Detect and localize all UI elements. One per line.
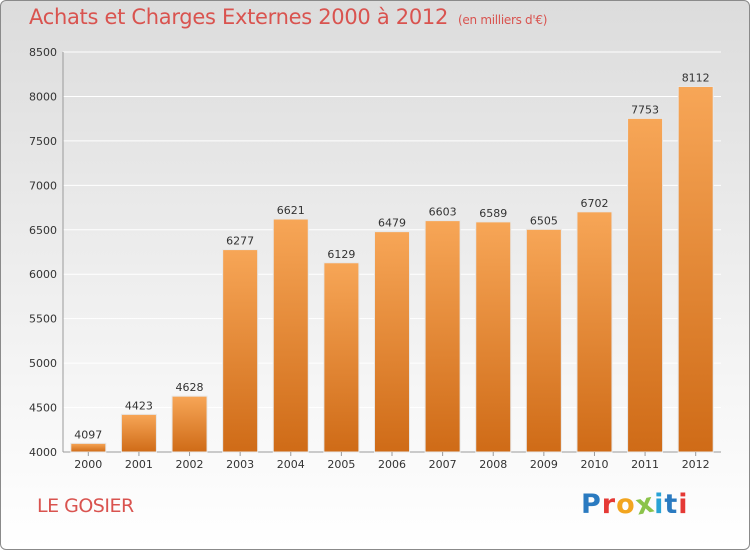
bar-value-label: 6702 xyxy=(580,197,608,210)
y-tick-label: 7500 xyxy=(29,135,57,148)
x-tick-label: 2008 xyxy=(479,458,507,471)
y-tick-label: 8500 xyxy=(29,46,57,59)
bar-value-label: 6129 xyxy=(327,248,355,261)
bar-2012 xyxy=(677,85,714,453)
bar-value-label: 6277 xyxy=(226,235,254,248)
y-tick-label: 4000 xyxy=(29,446,57,459)
x-tick-label: 2002 xyxy=(176,458,204,471)
bar-value-label: 6479 xyxy=(378,217,406,230)
bar-2007 xyxy=(424,220,461,453)
y-tick-label: 4500 xyxy=(29,402,57,415)
proxiti-logo: Proxiti xyxy=(581,487,689,521)
bars: 4097 4423 4628 6277 6621 6129 6479 6603 6589 6505… xyxy=(70,71,714,453)
bar-value-label: 6603 xyxy=(429,206,457,219)
logo-letter: i xyxy=(654,489,665,520)
x-tick-label: 2004 xyxy=(277,458,305,471)
bar-value-label: 4628 xyxy=(176,381,204,394)
x-tick-label: 2012 xyxy=(682,458,710,471)
location-label: LE GOSIER xyxy=(37,495,134,517)
bar-2004 xyxy=(272,218,309,453)
y-tick-label: 6000 xyxy=(29,268,57,281)
x-tick-label: 2011 xyxy=(631,458,659,471)
bar-value-label: 6589 xyxy=(479,207,507,220)
logo-letter: o xyxy=(616,489,636,520)
y-tick-label: 7000 xyxy=(29,179,57,192)
x-tick-label: 2010 xyxy=(580,458,608,471)
bar-2008 xyxy=(475,221,512,453)
chart-title-text: Achats et Charges Externes 2000 à 2012 xyxy=(29,5,449,29)
x-axis: 2000 2001 2002 2003 2004 2005 2006 2007 2008 2009… xyxy=(74,452,710,471)
bar-value-label: 8112 xyxy=(682,71,710,84)
x-tick-label: 2006 xyxy=(378,458,406,471)
bar-value-label: 6621 xyxy=(277,204,305,217)
logo-letter: P xyxy=(581,489,602,520)
bar-2001 xyxy=(120,413,157,453)
bar-value-label: 4423 xyxy=(125,399,153,412)
bar-2010 xyxy=(576,211,613,453)
x-tick-label: 2005 xyxy=(327,458,355,471)
y-tick-label: 5000 xyxy=(29,357,57,370)
bar-2005 xyxy=(323,262,360,453)
chart-title: Achats et Charges Externes 2000 à 2012 (e… xyxy=(29,5,547,29)
logo-letter: r xyxy=(601,489,617,520)
bar-2003 xyxy=(222,249,259,453)
x-tick-label: 2003 xyxy=(226,458,254,471)
x-tick-label: 2001 xyxy=(125,458,153,471)
logo-letter: i xyxy=(678,489,689,520)
x-tick-label: 2009 xyxy=(530,458,558,471)
bar-2002 xyxy=(171,395,208,453)
bar-value-label: 7753 xyxy=(631,103,659,116)
y-tick-label: 5500 xyxy=(29,313,57,326)
y-tick-label: 6500 xyxy=(29,224,57,237)
y-tick-label: 8000 xyxy=(29,90,57,103)
x-tick-label: 2000 xyxy=(74,458,102,471)
x-tick-label: 2007 xyxy=(429,458,457,471)
bar-2009 xyxy=(525,228,562,453)
bar-value-label: 6505 xyxy=(530,214,558,227)
logo-letter: t xyxy=(664,489,679,520)
bar-2006 xyxy=(374,231,410,453)
chart-subtitle: (en milliers d'€) xyxy=(458,13,548,27)
bar-2011 xyxy=(627,117,664,453)
bar-value-label: 4097 xyxy=(74,428,102,441)
bar-2000 xyxy=(70,442,107,453)
